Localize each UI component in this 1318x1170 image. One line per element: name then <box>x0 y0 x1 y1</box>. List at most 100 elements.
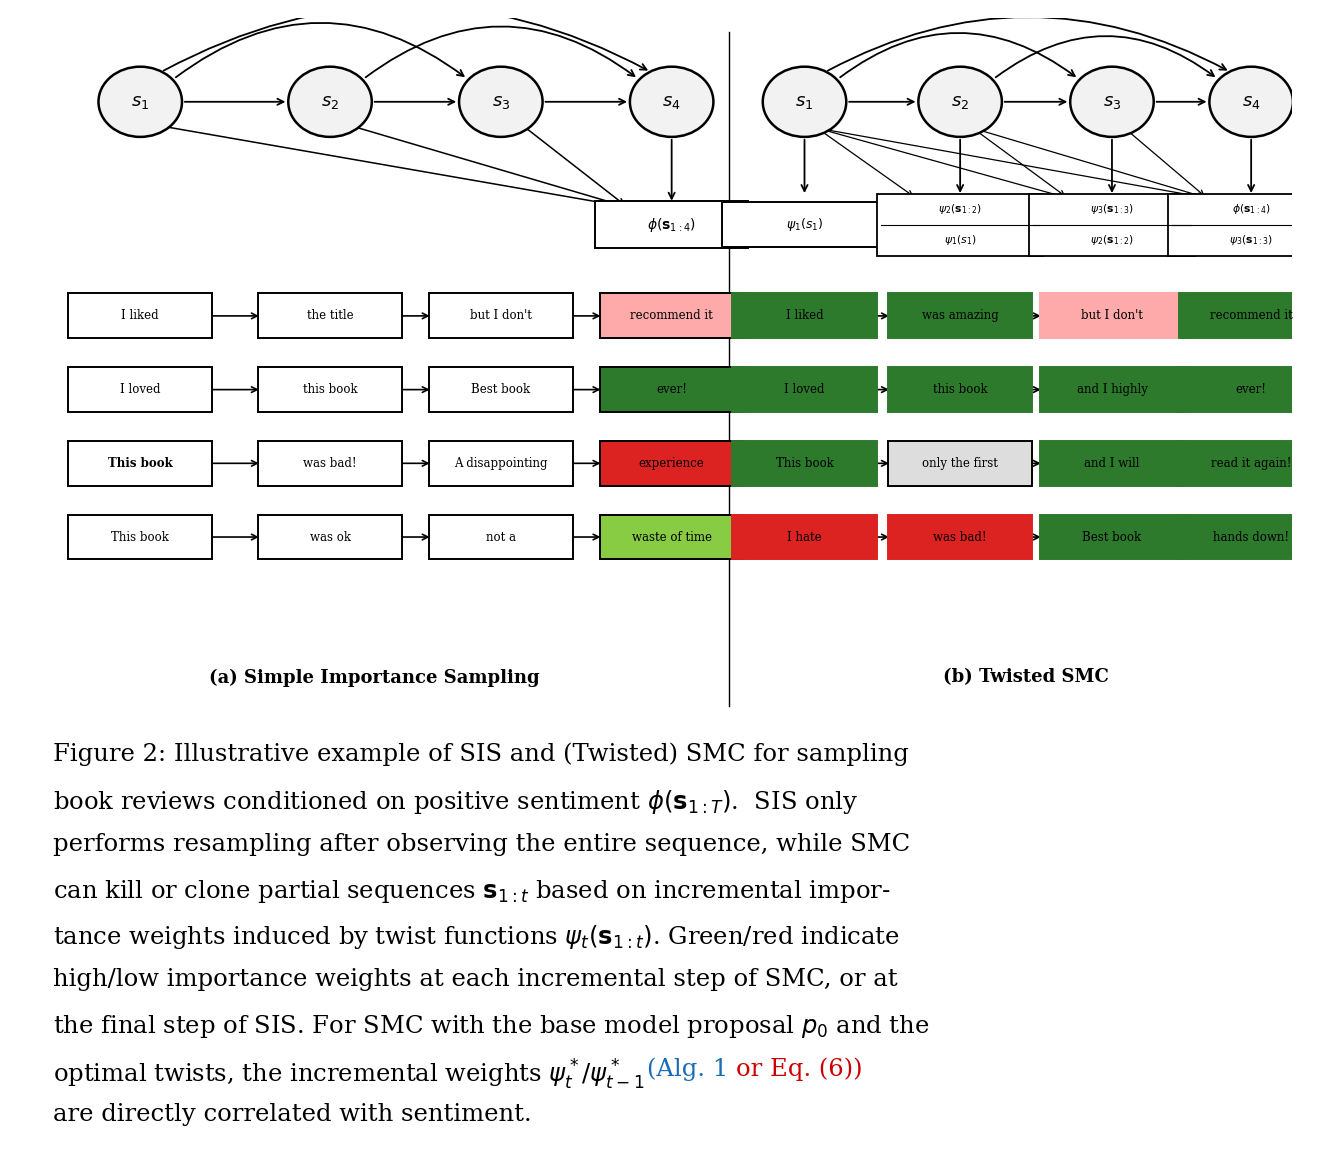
FancyBboxPatch shape <box>600 294 743 338</box>
Ellipse shape <box>99 67 182 137</box>
Text: or Eq. (6)): or Eq. (6)) <box>735 1058 862 1081</box>
Text: Best book: Best book <box>1082 530 1141 544</box>
Text: I loved: I loved <box>120 383 161 397</box>
FancyBboxPatch shape <box>428 515 573 559</box>
Text: and I will: and I will <box>1085 456 1140 470</box>
Text: $s_4$: $s_4$ <box>663 92 681 111</box>
Text: experience: experience <box>639 456 705 470</box>
FancyBboxPatch shape <box>733 441 876 486</box>
FancyBboxPatch shape <box>600 441 743 486</box>
Text: I liked: I liked <box>786 309 824 323</box>
FancyBboxPatch shape <box>258 515 402 559</box>
Text: was ok: was ok <box>310 530 351 544</box>
Text: performs resampling after observing the entire sequence, while SMC: performs resampling after observing the … <box>53 833 909 855</box>
Text: hands down!: hands down! <box>1213 530 1289 544</box>
Text: tance weights induced by twist functions $\psi_t(\mathbf{s}_{1:t})$. Green/red i: tance weights induced by twist functions… <box>53 923 900 951</box>
Text: $s_3$: $s_3$ <box>492 92 510 111</box>
Text: A disappointing: A disappointing <box>455 456 547 470</box>
Text: recommend it: recommend it <box>1210 309 1293 323</box>
FancyBboxPatch shape <box>428 367 573 412</box>
Text: $\phi(\mathbf{s}_{1:4})$: $\phi(\mathbf{s}_{1:4})$ <box>1232 202 1271 216</box>
FancyBboxPatch shape <box>1040 515 1184 559</box>
Text: Figure 2: Illustrative example of SIS and (Twisted) SMC for sampling: Figure 2: Illustrative example of SIS an… <box>53 743 908 766</box>
Ellipse shape <box>630 67 713 137</box>
FancyBboxPatch shape <box>1180 294 1318 338</box>
Text: $s_2$: $s_2$ <box>952 92 969 111</box>
Ellipse shape <box>1070 67 1153 137</box>
Text: $\phi(\mathbf{s}_{1:4})$: $\phi(\mathbf{s}_{1:4})$ <box>647 215 696 234</box>
FancyBboxPatch shape <box>428 441 573 486</box>
Text: waste of time: waste of time <box>631 530 712 544</box>
FancyArrowPatch shape <box>163 6 647 70</box>
Ellipse shape <box>763 67 846 137</box>
FancyArrowPatch shape <box>365 27 634 77</box>
Text: (a) Simple Importance Sampling: (a) Simple Importance Sampling <box>210 668 539 687</box>
FancyArrowPatch shape <box>840 33 1074 77</box>
Text: I liked: I liked <box>121 309 159 323</box>
FancyBboxPatch shape <box>722 202 887 247</box>
FancyBboxPatch shape <box>258 367 402 412</box>
Text: $s_1$: $s_1$ <box>795 92 813 111</box>
Text: the final step of SIS. For SMC with the base model proposal $p_0$ and the: the final step of SIS. For SMC with the … <box>53 1013 929 1040</box>
Text: $s_2$: $s_2$ <box>322 92 339 111</box>
Text: $\psi_3(\mathbf{s}_{1:3})$: $\psi_3(\mathbf{s}_{1:3})$ <box>1090 202 1133 216</box>
Text: was bad!: was bad! <box>933 530 987 544</box>
Text: read it again!: read it again! <box>1211 456 1292 470</box>
Text: $\psi_3(\mathbf{s}_{1:3})$: $\psi_3(\mathbf{s}_{1:3})$ <box>1230 233 1273 247</box>
Text: $\psi_2(\mathbf{s}_{1:2})$: $\psi_2(\mathbf{s}_{1:2})$ <box>938 202 982 216</box>
FancyBboxPatch shape <box>888 294 1032 338</box>
Text: ever!: ever! <box>656 383 687 397</box>
Text: but I don't: but I don't <box>471 309 531 323</box>
FancyBboxPatch shape <box>1168 194 1318 255</box>
FancyBboxPatch shape <box>1180 441 1318 486</box>
Ellipse shape <box>1210 67 1293 137</box>
Text: This book: This book <box>111 530 169 544</box>
Text: This book: This book <box>775 456 833 470</box>
Text: book reviews conditioned on positive sentiment $\phi(\mathbf{s}_{1:T})$.  SIS on: book reviews conditioned on positive sen… <box>53 787 858 815</box>
FancyBboxPatch shape <box>888 367 1032 412</box>
FancyBboxPatch shape <box>600 367 743 412</box>
FancyBboxPatch shape <box>1180 367 1318 412</box>
Text: high/low importance weights at each incremental step of SMC, or at: high/low importance weights at each incr… <box>53 968 898 991</box>
FancyBboxPatch shape <box>600 515 743 559</box>
Text: $s_1$: $s_1$ <box>130 92 149 111</box>
Text: was amazing: was amazing <box>921 309 999 323</box>
FancyBboxPatch shape <box>1180 515 1318 559</box>
Ellipse shape <box>459 67 543 137</box>
Text: Best book: Best book <box>472 383 530 397</box>
FancyBboxPatch shape <box>69 515 212 559</box>
Text: $\psi_1(s_1)$: $\psi_1(s_1)$ <box>786 216 824 233</box>
FancyBboxPatch shape <box>258 441 402 486</box>
FancyBboxPatch shape <box>888 441 1032 486</box>
Text: can kill or clone partial sequences $\mathbf{s}_{1:t}$ based on incremental impo: can kill or clone partial sequences $\ma… <box>53 878 891 904</box>
FancyBboxPatch shape <box>69 294 212 338</box>
FancyBboxPatch shape <box>733 294 876 338</box>
Ellipse shape <box>919 67 1002 137</box>
FancyBboxPatch shape <box>1040 294 1184 338</box>
Ellipse shape <box>289 67 372 137</box>
Text: $s_3$: $s_3$ <box>1103 92 1122 111</box>
FancyArrowPatch shape <box>828 18 1226 70</box>
Text: $\psi_2(\mathbf{s}_{1:2})$: $\psi_2(\mathbf{s}_{1:2})$ <box>1090 233 1133 247</box>
Text: this book: this book <box>933 383 987 397</box>
FancyArrowPatch shape <box>996 36 1214 77</box>
FancyBboxPatch shape <box>878 194 1043 255</box>
FancyBboxPatch shape <box>1040 441 1184 486</box>
Text: (b) Twisted SMC: (b) Twisted SMC <box>942 668 1108 687</box>
Text: (Alg. 1: (Alg. 1 <box>647 1058 735 1081</box>
Text: the title: the title <box>307 309 353 323</box>
FancyBboxPatch shape <box>1029 194 1195 255</box>
Text: only the first: only the first <box>923 456 998 470</box>
FancyBboxPatch shape <box>733 367 876 412</box>
Text: was bad!: was bad! <box>303 456 357 470</box>
Text: $\psi_1(s_1)$: $\psi_1(s_1)$ <box>944 233 977 247</box>
FancyBboxPatch shape <box>1040 367 1184 412</box>
FancyBboxPatch shape <box>888 515 1032 559</box>
Text: optimal twists, the incremental weights $\psi_t^*/\psi_{t-1}^*$: optimal twists, the incremental weights … <box>53 1058 647 1092</box>
FancyBboxPatch shape <box>69 367 212 412</box>
Text: recommend it: recommend it <box>630 309 713 323</box>
Text: but I don't: but I don't <box>1081 309 1143 323</box>
FancyArrowPatch shape <box>175 23 464 77</box>
Text: I loved: I loved <box>784 383 825 397</box>
Text: and I highly: and I highly <box>1077 383 1148 397</box>
